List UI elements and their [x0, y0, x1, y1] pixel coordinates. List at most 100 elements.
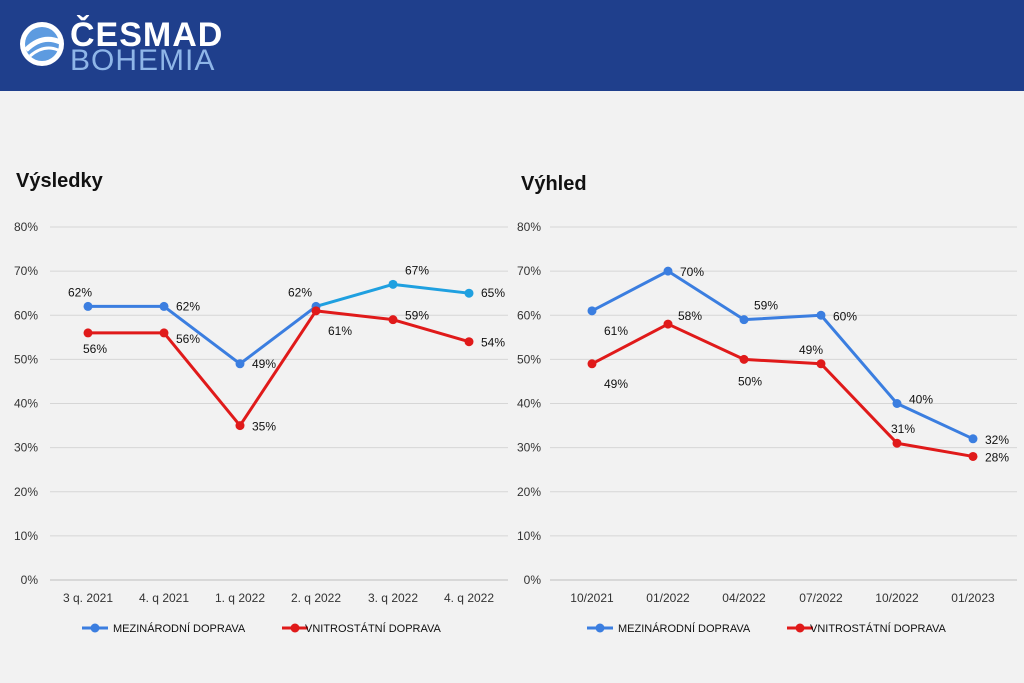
data-point	[739, 315, 749, 325]
legend-marker	[795, 623, 805, 633]
legend-marker	[90, 623, 100, 633]
series-line-segment	[895, 402, 975, 441]
y-tick-label: 50%	[14, 352, 38, 366]
data-point	[739, 354, 749, 364]
data-label: 67%	[405, 263, 429, 277]
y-tick-label: 20%	[14, 485, 38, 499]
data-label: 40%	[909, 393, 933, 407]
data-label: 61%	[604, 324, 628, 338]
data-label: 50%	[738, 374, 762, 388]
data-point	[816, 310, 826, 320]
series-line-segment	[162, 304, 242, 366]
data-label: 49%	[799, 343, 823, 357]
data-label: 49%	[252, 357, 276, 371]
data-point	[464, 337, 474, 347]
legend-label: MEZINÁRODNÍ DOPRAVA	[618, 622, 751, 635]
chart-outlook: 0% 10% 20% 30% 40% 50% 60% 70% 80% 10/2021 01/2022…	[517, 220, 1017, 635]
x-tick-label: 1. q 2022	[215, 591, 265, 605]
x-tick-label: 3 q. 2021	[63, 591, 113, 605]
data-point	[892, 399, 902, 408]
series-line-segment	[666, 269, 746, 322]
data-label: 54%	[481, 336, 505, 350]
data-label: 28%	[985, 450, 1009, 464]
chart-title-outlook: Výhled	[521, 173, 587, 195]
series-line-segment	[238, 304, 318, 366]
data-label: 32%	[985, 433, 1009, 447]
data-label: 59%	[754, 299, 778, 313]
series-line-segment	[819, 362, 899, 445]
data-point	[159, 301, 169, 311]
data-label: 49%	[604, 377, 628, 391]
x-tick-label: 07/2022	[799, 591, 843, 605]
y-tick-label: 50%	[517, 352, 541, 366]
data-point	[235, 421, 245, 431]
y-tick-label: 40%	[14, 397, 38, 411]
data-point	[587, 359, 597, 369]
data-label: 65%	[481, 286, 505, 300]
series-line-segment	[391, 282, 471, 295]
data-point	[663, 319, 673, 329]
y-tick-label: 10%	[14, 529, 38, 543]
data-point	[892, 438, 902, 448]
data-point	[816, 359, 826, 369]
data-label: 59%	[405, 309, 429, 323]
chart-results: 0% 10% 20% 30% 40% 50% 60% 70% 80% 3 q. 2021 4. q …	[14, 220, 508, 635]
x-tick-label: 2. q 2022	[291, 591, 341, 605]
legend-marker	[290, 623, 300, 633]
series-line-segment	[162, 331, 242, 428]
x-tick-label: 4. q 2021	[139, 591, 189, 605]
y-tick-label: 0%	[21, 573, 39, 587]
data-point	[587, 306, 597, 316]
data-label: 56%	[176, 332, 200, 346]
data-point	[663, 266, 673, 276]
data-point	[83, 328, 93, 338]
y-tick-label: 80%	[517, 220, 541, 234]
data-point	[159, 328, 169, 338]
y-tick-label: 30%	[517, 441, 541, 455]
header-bar: ČESMAD BOHEMIA	[0, 0, 1024, 91]
y-tick-label: 70%	[517, 264, 541, 278]
y-tick-label: 40%	[517, 397, 541, 411]
x-tick-label: 3. q 2022	[368, 591, 418, 605]
series-line-segment	[238, 309, 318, 428]
y-tick-label: 0%	[524, 573, 542, 587]
data-label: 56%	[83, 342, 107, 356]
x-tick-label: 4. q 2022	[444, 591, 494, 605]
data-label: 61%	[328, 324, 352, 338]
legend-label: VNITROSTÁTNÍ DOPRAVA	[810, 622, 947, 635]
data-point	[968, 434, 978, 444]
y-tick-label: 10%	[517, 529, 541, 543]
chart-title-results: Výsledky	[16, 170, 103, 192]
y-tick-label: 20%	[517, 485, 541, 499]
data-label: 60%	[833, 309, 857, 323]
data-label: 62%	[176, 299, 200, 313]
x-tick-label: 04/2022	[722, 591, 766, 605]
data-point	[464, 288, 474, 298]
series-line-segment	[819, 313, 899, 405]
series-line-segment	[391, 318, 471, 344]
data-point	[968, 451, 978, 461]
data-point	[235, 359, 245, 369]
series-line-segment	[742, 313, 823, 322]
series-line-segment	[590, 322, 670, 366]
series-line-segment	[742, 357, 823, 366]
data-point	[311, 306, 321, 316]
data-point	[388, 315, 398, 325]
data-point	[388, 279, 398, 289]
y-tick-label: 80%	[14, 220, 38, 234]
series-line-segment	[314, 282, 395, 308]
y-tick-label: 70%	[14, 264, 38, 278]
x-tick-label: 10/2022	[875, 591, 919, 605]
series-line-segment	[314, 309, 395, 322]
legend-label: VNITROSTÁTNÍ DOPRAVA	[305, 622, 442, 635]
data-label: 62%	[68, 285, 92, 299]
data-label: 62%	[288, 285, 312, 299]
x-tick-label: 01/2022	[646, 591, 690, 605]
x-tick-label: 10/2021	[570, 591, 614, 605]
data-label: 70%	[680, 265, 704, 279]
series-line-segment	[590, 269, 670, 313]
data-point	[83, 301, 93, 311]
series-line-segment	[895, 441, 975, 458]
x-tick-label: 01/2023	[951, 591, 995, 605]
legend-label: MEZINÁRODNÍ DOPRAVA	[113, 622, 246, 635]
